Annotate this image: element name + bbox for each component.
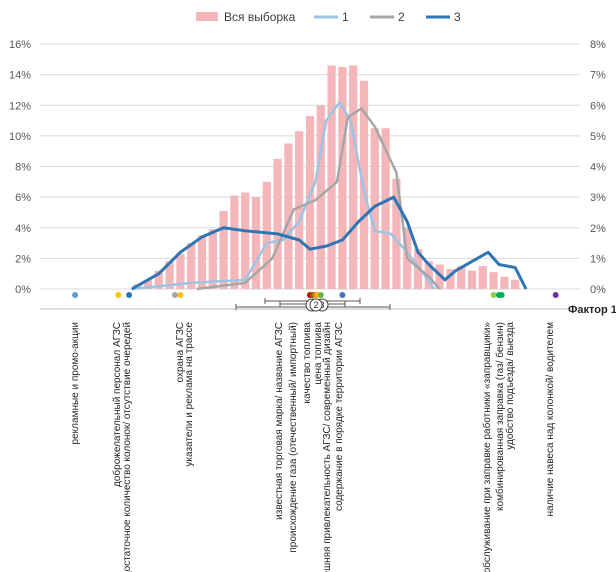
- series-lines: [131, 100, 528, 291]
- right-tick-label: 2%: [590, 223, 606, 235]
- right-tick-label: 8%: [590, 39, 606, 51]
- histogram-bar: [446, 269, 455, 289]
- legend: Вся выборка 1 2 3: [196, 10, 461, 24]
- factor-label-2: достаточное количество колонок/ отсутств…: [122, 322, 133, 572]
- histogram-bar: [370, 128, 379, 289]
- histogram-bar: [338, 66, 347, 289]
- left-tick-label: 12%: [9, 100, 31, 112]
- cluster-markers: 132: [235, 298, 391, 312]
- factor-axis-title: Фактор 1: [568, 304, 616, 316]
- factor-label-12: комбинированная заправка (газ/ бензин): [494, 322, 506, 511]
- histogram-bar: [273, 158, 282, 289]
- histogram-bar: [392, 178, 401, 289]
- series-line-2: [196, 107, 441, 291]
- left-tick-label: 14%: [9, 70, 31, 82]
- histogram-bar: [478, 266, 487, 289]
- legend-label-0: Вся выборка: [224, 10, 296, 24]
- histogram-bar: [176, 253, 185, 289]
- histogram-bar: [197, 235, 207, 289]
- legend-swatch-0: [196, 12, 218, 21]
- factor-label-11: обслуживание при заправке работники «зап…: [481, 322, 493, 572]
- right-tick-label: 4%: [590, 162, 606, 174]
- histogram-bar: [219, 210, 228, 289]
- factor-label-14: наличие навеса над колонкой/ водителем: [545, 322, 556, 517]
- left-tick-label: 0%: [15, 284, 31, 296]
- left-tick-label: 2%: [15, 253, 31, 265]
- histogram-bar: [500, 276, 509, 289]
- factor-marker-4: [177, 292, 184, 298]
- histogram-bar: [511, 279, 520, 289]
- histogram-bars: [133, 65, 520, 289]
- histogram-bar: [143, 279, 153, 289]
- histogram-bar: [381, 128, 390, 289]
- factor-label-5: известная торговая марка/ название АГЗС: [274, 322, 285, 520]
- factor-marker-0: [72, 292, 79, 298]
- right-axis-ticks: 0% 1% 2% 3% 4% 5% 6% 7% 8%: [590, 39, 606, 296]
- left-tick-label: 4%: [15, 223, 31, 235]
- factor-marker-10: [339, 292, 346, 298]
- left-tick-label: 6%: [15, 192, 31, 204]
- series-line-1: [131, 100, 436, 291]
- histogram-bar: [165, 261, 174, 289]
- histogram-bar: [187, 243, 196, 289]
- factor-label-10: содержание в порядке территории АГЗС: [334, 322, 345, 511]
- factor-markers: [72, 292, 559, 298]
- factor-marker-9: [317, 292, 324, 298]
- factor-marker-2: [126, 292, 133, 298]
- factor-label-4: указатели и реклама на трассе: [184, 322, 195, 467]
- histogram-bar: [208, 229, 217, 289]
- histogram-bar: [349, 65, 358, 289]
- legend-label-3: 3: [454, 10, 461, 24]
- factor-label-8: цена топлива: [313, 322, 324, 385]
- histogram-bar: [457, 266, 466, 289]
- legend-label-1: 1: [342, 10, 349, 24]
- right-tick-label: 5%: [590, 131, 606, 143]
- factor-label-7: качество топлива: [302, 322, 313, 404]
- factor-marker-11: [490, 292, 497, 298]
- right-tick-label: 6%: [590, 100, 606, 112]
- left-tick-label: 8%: [15, 162, 31, 174]
- left-axis-ticks: 0% 2% 4% 6% 8% 10% 12% 14% 16%: [9, 39, 31, 296]
- histogram-bar: [241, 192, 250, 289]
- histogram-bar: [230, 195, 239, 289]
- factor-marker-13: [498, 292, 505, 298]
- histogram-bar: [467, 270, 477, 289]
- histogram-bar: [327, 65, 336, 289]
- cluster-marker-label: 2: [313, 300, 318, 310]
- factor-marker-1: [115, 292, 122, 298]
- factor-label-3: охрана АГЗС: [175, 322, 186, 382]
- factor-label-9: внешняя привлекательность АГЗС/ современ…: [322, 322, 333, 572]
- right-tick-label: 1%: [590, 253, 606, 265]
- histogram-bar: [295, 131, 304, 289]
- left-tick-label: 10%: [9, 131, 31, 143]
- right-tick-label: 0%: [590, 284, 606, 296]
- legend-label-2: 2: [398, 10, 405, 24]
- left-tick-label: 16%: [9, 39, 31, 51]
- histogram-bar: [262, 181, 271, 289]
- histogram-bar: [489, 272, 498, 289]
- histogram-bar: [284, 143, 293, 289]
- series-line-3: [131, 195, 528, 291]
- factor-marker-14: [552, 292, 559, 298]
- right-tick-label: 3%: [590, 192, 606, 204]
- factor-label-1: доброжелательный персонал АГЗС: [111, 322, 123, 487]
- factor-marker-3: [172, 292, 178, 298]
- factor-label-6: происхождение газа (отечественный/ импор…: [288, 322, 299, 553]
- factor-label-13: удобство подъезда/ выезда: [504, 322, 516, 450]
- factor-label-0: рекламные и промо-акции: [70, 322, 81, 444]
- histogram-bar: [154, 270, 163, 289]
- factor-labels: рекламные и промо-акции доброжелательный …: [70, 322, 556, 572]
- right-tick-label: 7%: [590, 70, 606, 82]
- histogram-bar: [251, 197, 261, 289]
- cluster-marker-2: [309, 298, 323, 312]
